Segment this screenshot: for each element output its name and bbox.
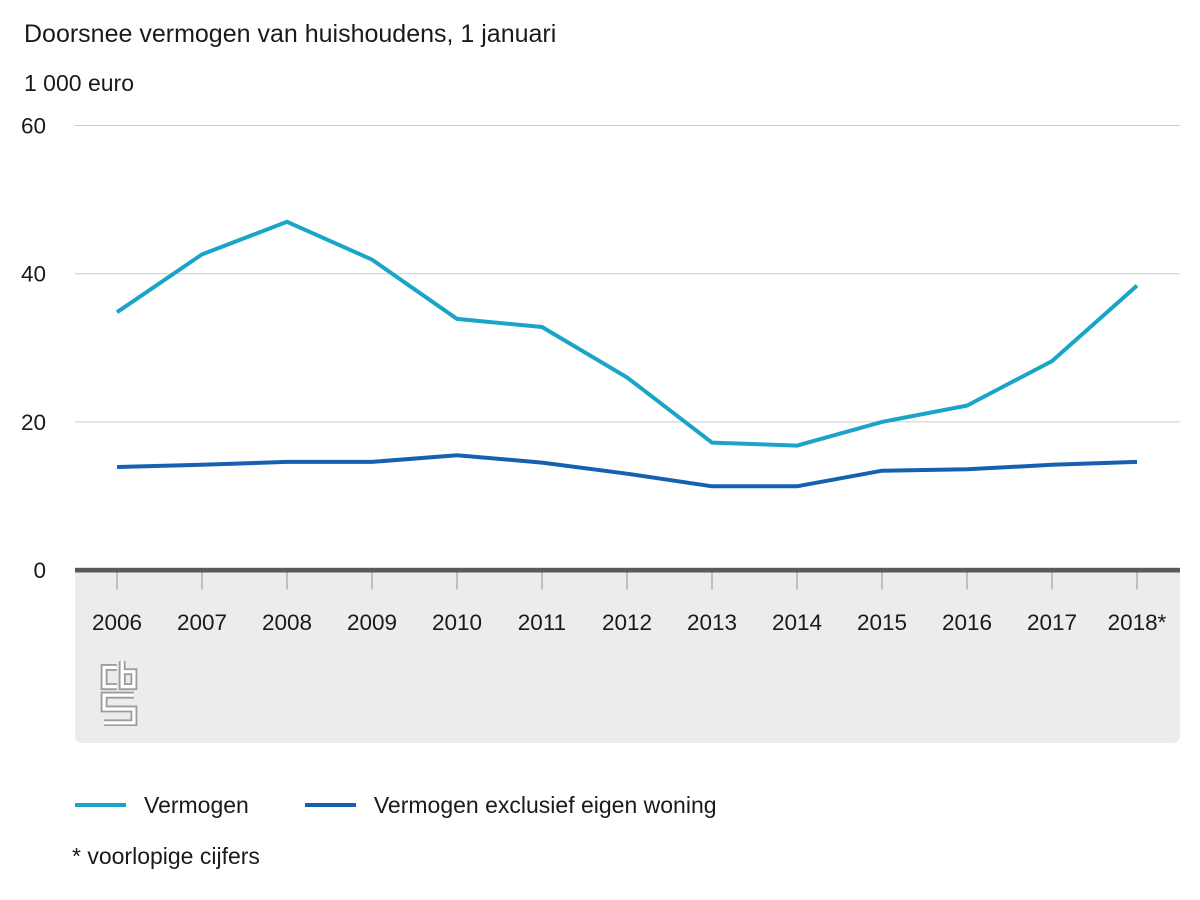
- x-tick-label: 2012: [602, 610, 652, 635]
- series-line-vermogen-exclusief: [116, 453, 1138, 489]
- chart-legend: Vermogen Vermogen exclusief eigen woning: [75, 792, 717, 818]
- x-tick-label: 2008: [262, 610, 312, 635]
- legend-item-vermogen: Vermogen: [75, 792, 249, 818]
- chart-title: Doorsnee vermogen van huishoudens, 1 jan…: [24, 20, 557, 48]
- line-chart: 0 20 40 60 2006 2007 2008 2009 2010 2011 2012 2013 2…: [21, 114, 1180, 743]
- legend-item-vermogen-exclusief: Vermogen exclusief eigen woning: [304, 792, 717, 818]
- y-tick-label: 40: [21, 262, 46, 287]
- x-tick-label: 2011: [518, 610, 566, 635]
- x-tick-label: 2014: [772, 610, 822, 635]
- chart-unit-label: 1 000 euro: [24, 70, 134, 96]
- legend-swatch-vermogen-exclusief: [304, 803, 356, 807]
- x-tick-label: 2018*: [1108, 610, 1167, 635]
- x-axis-band: [75, 572, 1180, 743]
- x-tick-label: 2009: [347, 610, 397, 635]
- y-tick-label: 20: [21, 410, 46, 435]
- x-tick-label: 2007: [177, 610, 227, 635]
- x-tick-label: 2006: [92, 610, 142, 635]
- series-line-vermogen: [115, 219, 1139, 448]
- legend-label-vermogen: Vermogen: [144, 792, 249, 818]
- cbs-logo-icon: [100, 661, 138, 726]
- x-tick-label: 2013: [687, 610, 737, 635]
- legend-label-vermogen-exclusief: Vermogen exclusief eigen woning: [373, 792, 717, 818]
- x-tick-label: 2017: [1027, 610, 1077, 635]
- x-tick-label: 2015: [857, 610, 907, 635]
- x-axis-line: [75, 567, 1180, 573]
- footnote: * voorlopige cijfers: [72, 843, 260, 869]
- y-tick-label: 0: [33, 558, 46, 583]
- x-tick-label: 2010: [432, 610, 482, 635]
- x-tick-label: 2016: [942, 610, 992, 635]
- y-tick-label: 60: [21, 114, 46, 139]
- legend-swatch-vermogen: [75, 803, 126, 807]
